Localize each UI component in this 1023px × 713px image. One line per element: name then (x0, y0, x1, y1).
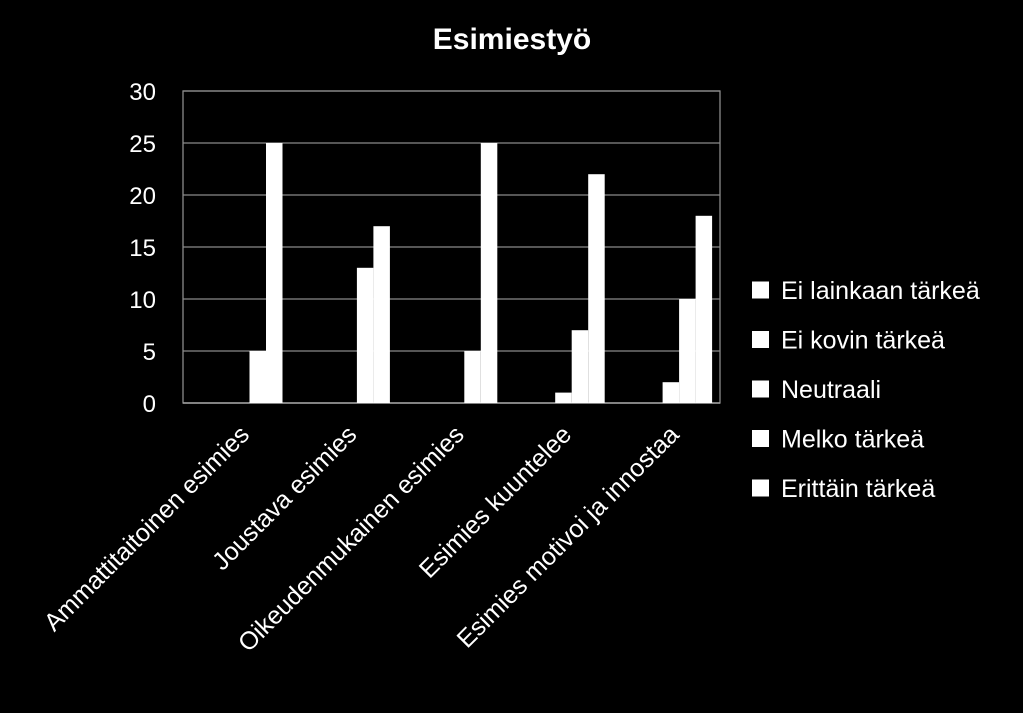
y-tick-label: 30 (129, 79, 156, 106)
legend-swatch (752, 430, 769, 447)
bar (571, 330, 589, 403)
bar (249, 351, 266, 403)
legend-swatch (752, 331, 769, 348)
bar (373, 226, 390, 403)
legend: Ei lainkaan tärkeä Ei kovin tärkeä Neutraa… (752, 277, 980, 503)
y-tick-label: 20 (129, 183, 156, 210)
legend-label: Ei kovin tärkeä (781, 327, 945, 355)
y-axis-ticks: 0 5 10 15 20 25 30 (129, 79, 156, 418)
legend-label: Ei lainkaan tärkeä (781, 277, 980, 305)
y-tick-label: 10 (129, 287, 156, 314)
gridlines (183, 90, 720, 352)
bar (588, 174, 605, 403)
legend-swatch (752, 479, 769, 497)
y-tick-label: 5 (143, 339, 156, 366)
legend-swatch (752, 281, 769, 299)
bar (266, 143, 283, 403)
bar (662, 382, 680, 403)
legend-label: Neutraali (781, 376, 881, 404)
chart-title: Esimiestyö (433, 23, 591, 56)
bars (249, 143, 713, 403)
legend-swatch (752, 380, 769, 398)
bar (695, 215, 713, 403)
x-category-label: Ammattitaitoinen esimies (39, 420, 255, 636)
y-tick-label: 25 (129, 131, 156, 158)
x-category-label: Esimies motivoi ja innostaa (452, 420, 685, 653)
y-tick-label: 0 (143, 391, 156, 418)
bar (555, 392, 572, 403)
legend-label: Erittäin tärkeä (781, 475, 935, 503)
bar (679, 299, 696, 403)
x-category-label: Oikeudenmukainen esimies (233, 420, 470, 657)
legend-label: Melko tärkeä (781, 426, 924, 454)
bar (356, 267, 374, 403)
bar (464, 351, 481, 403)
bar (480, 143, 498, 403)
y-tick-label: 15 (129, 235, 156, 262)
